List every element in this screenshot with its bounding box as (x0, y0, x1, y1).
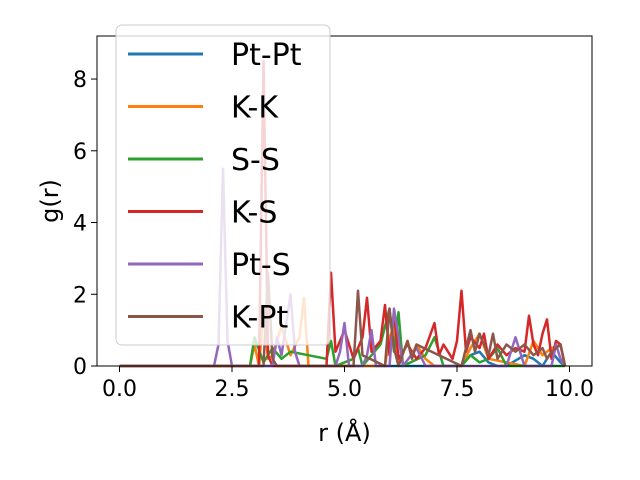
x-tick-label: 0.0 (102, 377, 137, 402)
y-tick-label: 0 (73, 355, 87, 380)
y-tick-label: 2 (73, 283, 87, 308)
y-tick-label: 4 (73, 212, 87, 237)
legend-label-pt-pt: Pt-Pt (231, 38, 302, 73)
y-tick-label: 8 (73, 68, 87, 93)
x-tick-label: 5.0 (327, 377, 362, 402)
legend-label-s-s: S-S (231, 143, 280, 178)
x-tick-label: 7.5 (440, 377, 475, 402)
x-tick-label: 2.5 (215, 377, 250, 402)
x-axis-label: r (Å) (318, 418, 371, 447)
legend-label-k-s: K-S (231, 196, 277, 231)
legend-label-k-pt: K-Pt (231, 301, 288, 336)
x-tick-label: 10.0 (545, 377, 594, 402)
series-line-s-s (119, 307, 565, 368)
legend-label-k-k: K-K (231, 91, 279, 126)
legend: Pt-Pt K-K S-S K-S Pt-S K-Pt (115, 24, 331, 346)
y-tick-label: 6 (73, 140, 87, 165)
y-axis-label: g(r) (36, 179, 64, 223)
legend-box (115, 24, 331, 346)
legend-label-pt-s: Pt-S (231, 248, 291, 283)
axes: 0.0 2.5 5.0 7.5 10.0 0 2 4 6 8 (73, 35, 594, 402)
